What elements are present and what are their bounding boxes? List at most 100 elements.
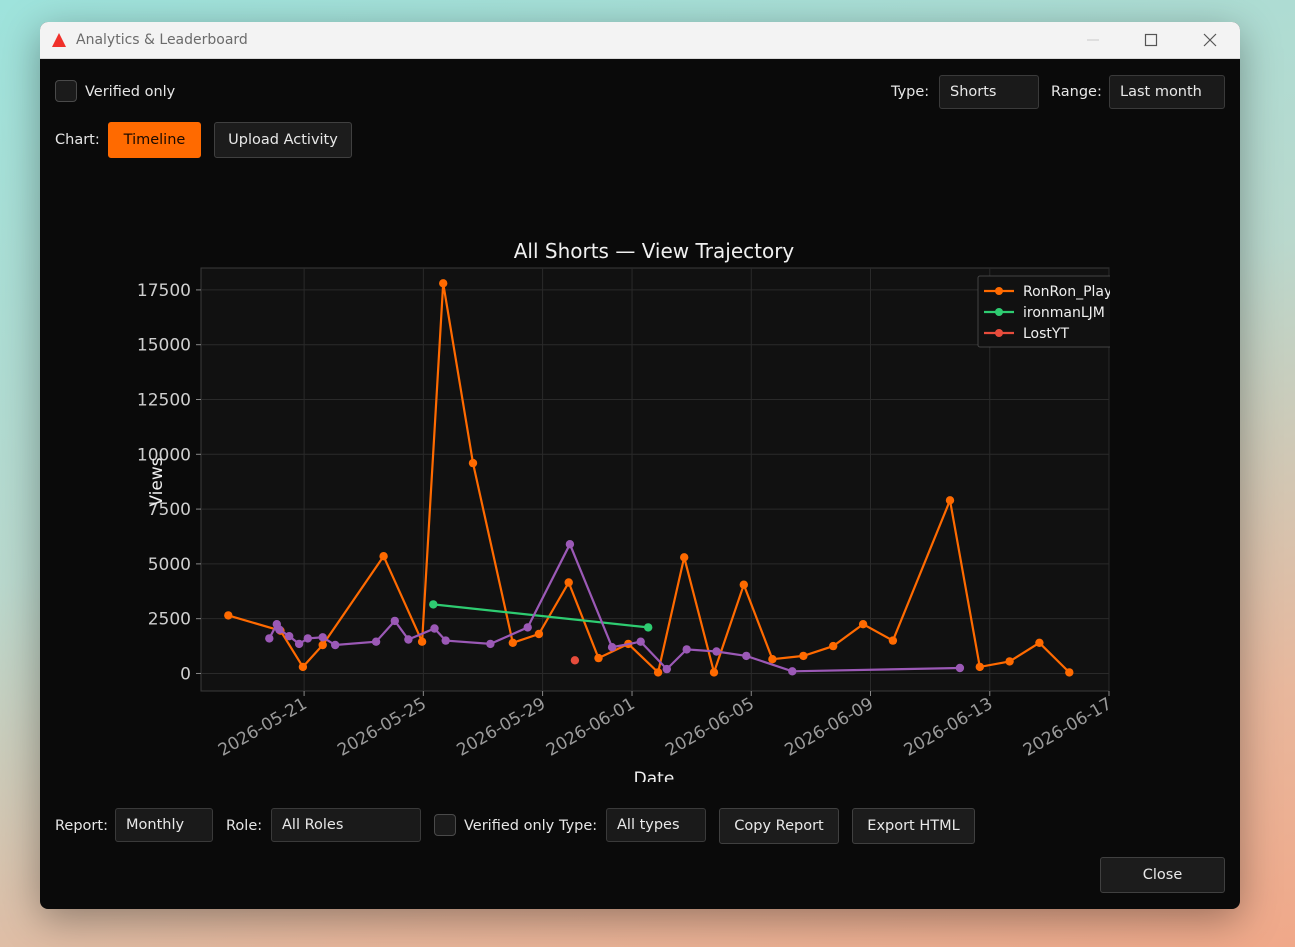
y-tick-label: 12500: [137, 391, 191, 411]
data-point: [888, 636, 898, 645]
tab-upload-activity[interactable]: Upload Activity: [214, 122, 352, 158]
title-bar: Analytics & Leaderboard: [40, 22, 1240, 59]
x-tick-label: 2026-06-13: [901, 694, 997, 761]
data-point: [829, 641, 838, 651]
series-LostYT: [570, 656, 580, 665]
minimize-icon: [1087, 39, 1099, 41]
series-group: [224, 279, 1074, 677]
close-window-button[interactable]: [1187, 22, 1233, 59]
legend-swatch-dot: [995, 287, 1003, 295]
data-point: [417, 637, 427, 646]
legend-entry: LostYT: [1023, 326, 1069, 342]
data-point: [468, 458, 478, 468]
plot-area: [200, 267, 1110, 692]
data-point: [429, 600, 438, 609]
data-point: [318, 633, 327, 642]
maximize-button[interactable]: [1128, 22, 1174, 59]
x-tick-label: 2026-06-05: [662, 694, 758, 761]
data-point: [644, 623, 653, 632]
series-ironmanLJM: [429, 600, 653, 632]
data-point: [1065, 668, 1074, 677]
data-point: [662, 664, 671, 674]
data-point: [390, 616, 399, 626]
data-point: [653, 668, 663, 677]
data-point: [441, 636, 450, 645]
data-point: [636, 637, 645, 646]
data-point: [294, 639, 304, 649]
close-icon: [1203, 33, 1217, 47]
data-point: [739, 580, 748, 589]
data-point: [975, 662, 984, 672]
y-tick-label: 0: [180, 664, 191, 684]
maximize-icon: [1144, 33, 1158, 47]
data-point: [1035, 638, 1044, 647]
data-point: [523, 623, 532, 632]
data-point: [275, 625, 284, 634]
type-label-bottom: Type:: [559, 818, 598, 834]
data-point: [788, 667, 797, 676]
legend-entry: ironmanLJM: [1023, 305, 1105, 321]
verified-only-label-top: Verified only: [85, 84, 176, 100]
data-point: [298, 662, 308, 672]
x-tick-label: 2026-05-21: [215, 694, 311, 761]
report-label: Report:: [55, 818, 108, 834]
data-point: [564, 578, 573, 587]
x-axis: 2026-05-21 2026-05-25 2026-05-292026-06-01…: [215, 691, 1110, 761]
close-button[interactable]: Close: [1100, 857, 1225, 893]
data-point: [742, 651, 751, 661]
minimize-button[interactable]: [1070, 22, 1116, 59]
data-point: [430, 624, 439, 633]
data-point: [318, 640, 327, 650]
chart-title: All Shorts — View Trajectory: [514, 239, 795, 263]
type-select-bottom[interactable]: All types: [606, 808, 706, 842]
range-select[interactable]: Last month: [1109, 75, 1225, 109]
series-RonRon_PlayzYT: [224, 279, 1074, 677]
x-tick-label: 2026-06-01: [543, 694, 639, 761]
data-point: [486, 639, 495, 649]
data-point: [224, 611, 233, 620]
x-tick-label: 2026-06-09: [781, 694, 877, 761]
data-point: [799, 651, 808, 661]
data-point: [265, 634, 274, 643]
view-trajectory-chart: All Shorts — View Trajectory 0 2500 5000 75…: [137, 239, 1110, 782]
x-tick-label: 2026-05-29: [454, 694, 550, 761]
tab-timeline[interactable]: Timeline: [108, 122, 201, 158]
export-html-button[interactable]: Export HTML: [852, 808, 975, 844]
copy-report-button[interactable]: Copy Report: [719, 808, 839, 844]
data-point: [285, 632, 294, 641]
verified-only-checkbox-top[interactable]: [55, 80, 77, 102]
x-tick-label: 2026-05-25: [334, 694, 430, 761]
y-tick-label: 7500: [148, 500, 191, 520]
data-point: [534, 629, 544, 639]
data-point: [331, 640, 340, 650]
window-title: Analytics & Leaderboard: [76, 32, 248, 48]
y-tick-label: 2500: [148, 610, 191, 630]
data-point: [858, 620, 868, 629]
y-tick-label: 5000: [148, 555, 191, 575]
y-axis-label: Views: [147, 457, 167, 506]
data-point: [439, 279, 448, 288]
type-select-top[interactable]: Shorts: [939, 75, 1039, 109]
data-point: [709, 668, 719, 677]
type-label-top: Type:: [891, 84, 930, 100]
data-point: [508, 638, 517, 647]
report-select[interactable]: Monthly: [115, 808, 213, 842]
data-point: [680, 553, 689, 562]
legend: RonRon_PlayzYT ironmanLJM LostYT: [977, 275, 1110, 348]
grid: [201, 268, 1110, 691]
legend-box: [977, 275, 1110, 348]
verified-only-checkbox-bottom[interactable]: [434, 814, 456, 836]
legend-swatch-dot: [995, 329, 1003, 337]
data-point: [1005, 657, 1014, 666]
data-point: [565, 540, 575, 549]
range-label: Range:: [1051, 84, 1102, 100]
y-tick-label: 15000: [137, 336, 191, 356]
data-point: [955, 663, 965, 673]
data-point: [682, 645, 691, 654]
series-line: [433, 603, 649, 629]
legend-entry: RonRon_PlayzYT: [1023, 284, 1110, 300]
role-select[interactable]: All Roles: [271, 808, 421, 842]
legend-swatch-dot: [995, 308, 1003, 316]
data-point: [303, 634, 312, 643]
role-label: Role:: [226, 818, 263, 834]
